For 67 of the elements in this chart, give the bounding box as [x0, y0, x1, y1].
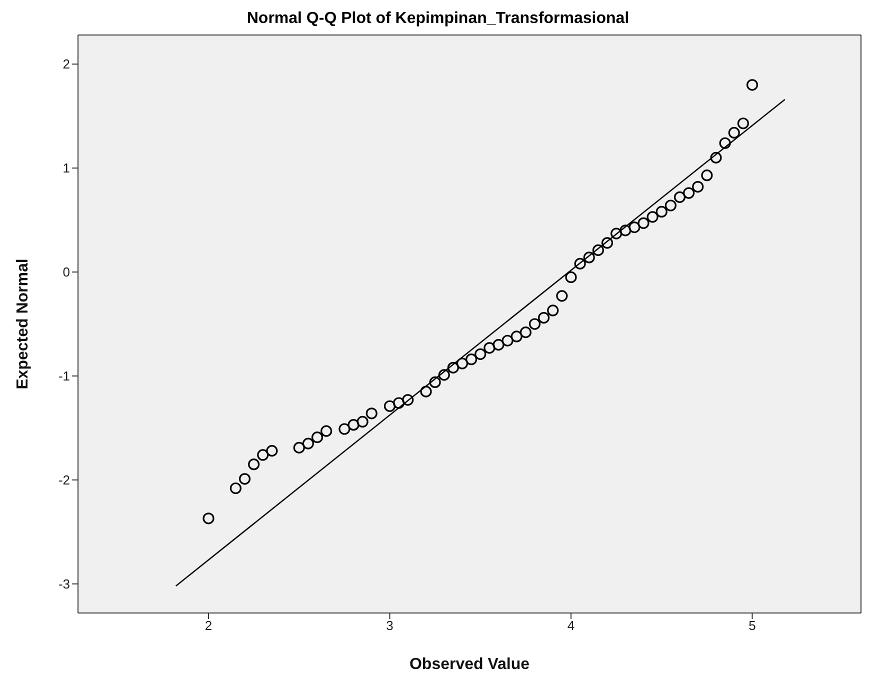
y-tick-label: -1: [58, 368, 70, 384]
point: [719, 137, 731, 149]
x-tick-label: 2: [204, 618, 212, 634]
point: [620, 224, 632, 236]
point: [547, 304, 559, 316]
point: [266, 445, 278, 457]
point: [356, 416, 368, 428]
point: [302, 438, 314, 450]
point: [737, 118, 749, 130]
y-tick-label: 1: [62, 160, 70, 176]
point: [348, 419, 360, 431]
point: [656, 206, 668, 218]
x-tick-label: 4: [567, 618, 575, 634]
point: [248, 458, 260, 470]
point: [474, 348, 486, 360]
point: [556, 290, 568, 302]
point: [202, 512, 214, 524]
point: [538, 312, 550, 324]
point: [692, 180, 704, 193]
point: [510, 330, 522, 342]
point: [320, 425, 332, 437]
point: [456, 358, 468, 370]
point: [384, 400, 396, 412]
point: [492, 338, 504, 351]
y-tick-label: 2: [62, 56, 70, 72]
point: [311, 432, 324, 444]
point: [257, 449, 269, 461]
chart-title: Normal Q-Q Plot of Kepimpinan_Transformasional: [246, 9, 630, 29]
point: [420, 386, 432, 398]
point: [683, 187, 695, 199]
point: [338, 423, 350, 435]
y-tick-label: -3: [58, 576, 70, 592]
point: [393, 397, 405, 409]
point: [293, 442, 305, 454]
point: [728, 126, 740, 139]
point: [592, 244, 604, 256]
point: [447, 362, 459, 374]
y-tick-label: 0: [62, 264, 70, 280]
x-axis-title: Observed Value: [409, 656, 530, 673]
point: [601, 237, 614, 249]
point: [466, 354, 478, 366]
point: [638, 217, 650, 229]
point: [366, 408, 378, 420]
point: [565, 271, 577, 284]
point: [484, 342, 496, 354]
point: [710, 152, 722, 164]
point: [701, 170, 713, 182]
point: [746, 79, 758, 91]
point: [230, 482, 242, 494]
point: [520, 326, 532, 338]
point: [429, 376, 441, 388]
point: [574, 258, 586, 270]
y-axis-title: Expected Normal: [14, 258, 32, 390]
point: [628, 222, 640, 234]
point: [646, 211, 658, 223]
point: [402, 394, 414, 406]
point: [502, 334, 514, 346]
point: [238, 473, 251, 485]
point: [664, 200, 676, 212]
point: [528, 318, 541, 330]
y-tick-label: -2: [58, 472, 70, 488]
point: [674, 191, 686, 203]
point: [610, 228, 622, 240]
x-tick-label: 3: [386, 618, 394, 634]
point: [583, 252, 595, 264]
point: [438, 369, 450, 381]
x-tick-label: 5: [748, 618, 756, 634]
